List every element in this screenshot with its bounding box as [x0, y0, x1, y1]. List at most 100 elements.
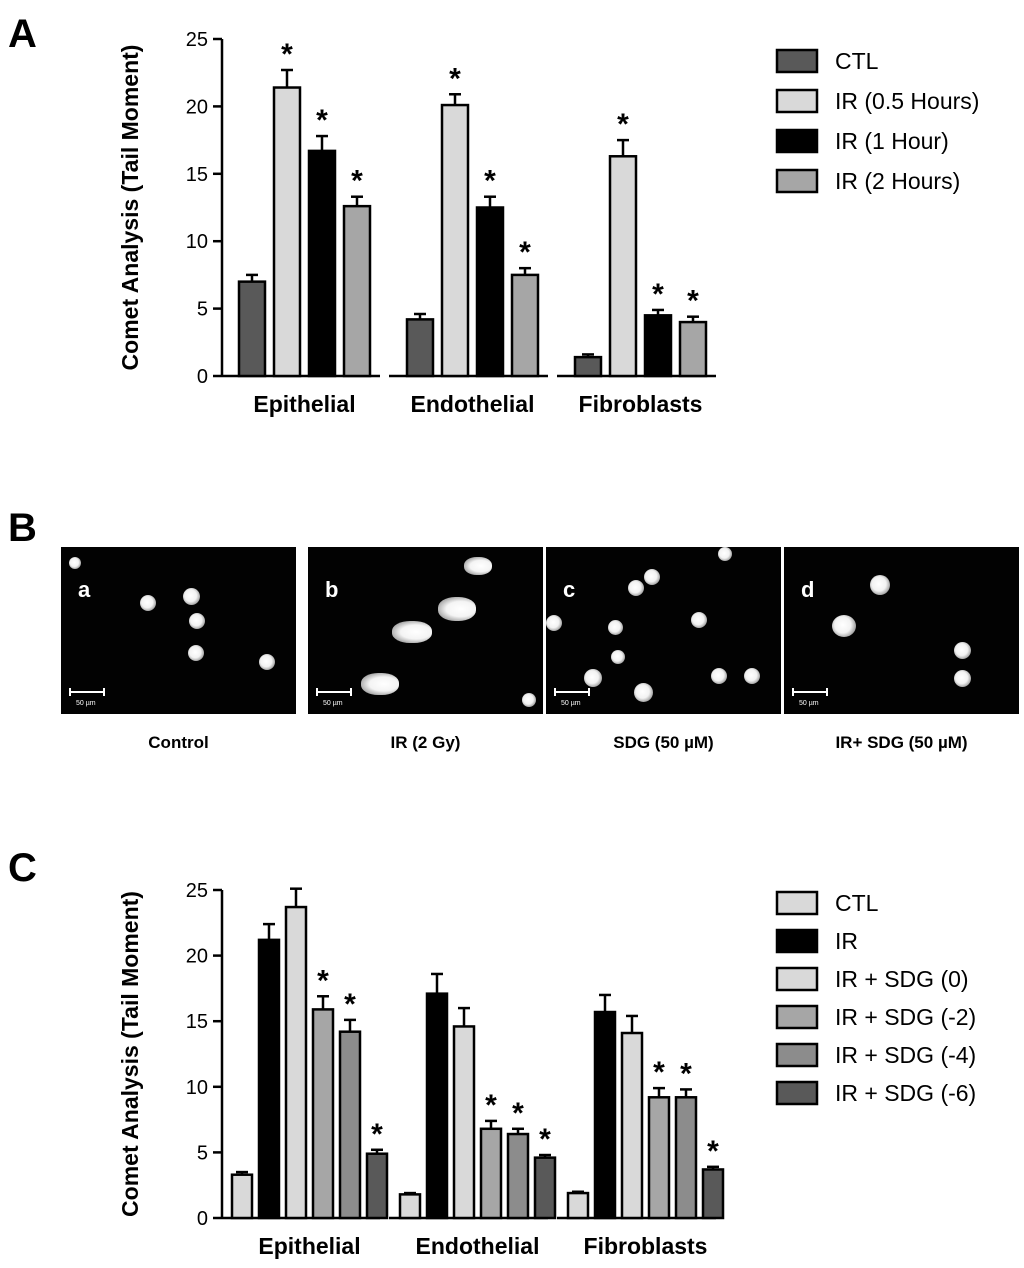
bar — [230, 1173, 254, 1220]
significance-marker: * — [680, 1057, 692, 1090]
nucleus — [634, 683, 653, 702]
legend-swatch — [775, 168, 819, 194]
significance-marker: * — [281, 38, 293, 71]
bar — [342, 204, 372, 378]
nucleus — [611, 650, 625, 664]
bar — [674, 1096, 698, 1220]
x-tick-label: Fibroblasts — [584, 1233, 708, 1259]
bar — [307, 149, 337, 378]
micrograph-label-control: Control — [148, 733, 209, 752]
bar — [593, 1010, 617, 1220]
panel-letter-a: A — [8, 12, 37, 56]
micrograph-d: d 50 µm — [784, 547, 1019, 714]
nucleus — [711, 668, 727, 684]
comet-cell — [438, 597, 476, 621]
legend-swatch — [775, 48, 819, 74]
nucleus — [522, 693, 536, 707]
legend-label: IR + SDG (-2) — [835, 1004, 976, 1030]
y-tick-label: 10 — [186, 1077, 208, 1099]
nucleus — [870, 575, 890, 595]
bar — [573, 355, 603, 378]
legend-swatch — [775, 966, 819, 992]
y-axis-label: Comet Analysis (Tail Moment) — [117, 45, 143, 371]
comet-cell — [464, 557, 492, 575]
bar — [398, 1193, 422, 1220]
bar — [479, 1127, 503, 1220]
significance-marker: * — [652, 278, 664, 311]
y-tick-label: 20 — [186, 946, 208, 968]
bar — [510, 273, 540, 378]
chart-a: 0 5 10 15 20 25 Comet Analysis (Tail Moment) * *… — [117, 29, 979, 417]
nucleus — [188, 645, 204, 661]
scale-bar — [554, 688, 590, 696]
bar — [338, 1030, 362, 1220]
bar — [237, 280, 267, 378]
legend-label: IR (0.5 Hours) — [835, 88, 979, 114]
nucleus — [546, 615, 562, 631]
micrograph-sublabel: b — [325, 577, 339, 602]
comet-cell — [392, 621, 432, 643]
bar — [452, 1025, 476, 1220]
scale-bar — [792, 688, 828, 696]
significance-marker: * — [653, 1056, 665, 1089]
significance-marker: * — [449, 62, 461, 95]
bar — [475, 206, 505, 378]
bar — [257, 938, 281, 1220]
micrograph-sublabel: d — [801, 577, 815, 602]
significance-marker: * — [317, 964, 329, 997]
legend-label: CTL — [835, 48, 879, 74]
legend-label: CTL — [835, 890, 879, 916]
x-tick-label: Epithelial — [258, 1233, 360, 1259]
significance-marker: * — [707, 1135, 719, 1168]
bar — [647, 1096, 671, 1220]
legend-label: IR + SDG (0) — [835, 966, 969, 992]
nucleus — [954, 642, 971, 659]
micrograph-label-sdg: SDG (50 µM) — [613, 733, 714, 752]
significance-marker: * — [351, 165, 363, 198]
x-tick-label: Endothelial — [411, 391, 535, 417]
significance-marker: * — [344, 988, 356, 1021]
bar — [405, 318, 435, 378]
nucleus — [628, 580, 644, 596]
significance-marker: * — [512, 1097, 524, 1130]
nucleus — [644, 569, 660, 585]
nucleus — [69, 557, 81, 569]
x-tick-label: Fibroblasts — [579, 391, 703, 417]
scale-bar — [69, 688, 105, 696]
bar — [608, 155, 638, 378]
micrograph-b: b 50 µm — [308, 547, 543, 714]
y-tick-label: 25 — [186, 29, 208, 51]
significance-marker: * — [539, 1123, 551, 1156]
legend-label: IR (2 Hours) — [835, 168, 960, 194]
y-tick-label: 5 — [197, 299, 208, 321]
comet-cell — [361, 673, 399, 695]
y-tick-label: 0 — [197, 1208, 208, 1230]
legend-swatch — [775, 1004, 819, 1030]
legend-swatch — [775, 928, 819, 954]
scale-bar — [316, 688, 352, 696]
y-tick-label: 15 — [186, 1011, 208, 1033]
nucleus — [584, 669, 602, 687]
nucleus — [691, 612, 707, 628]
bar — [566, 1191, 590, 1220]
bar — [284, 905, 308, 1220]
bar — [311, 1008, 335, 1220]
nucleus — [608, 620, 623, 635]
y-tick-label: 15 — [186, 164, 208, 186]
nucleus — [183, 588, 200, 605]
bar — [272, 86, 302, 378]
nucleus — [189, 613, 205, 629]
nucleus — [954, 670, 971, 687]
significance-marker: * — [484, 165, 496, 198]
legend-swatch — [775, 890, 819, 916]
nucleus — [140, 595, 156, 611]
nucleus — [259, 654, 275, 670]
bar — [533, 1156, 557, 1220]
micrograph-label-ir: IR (2 Gy) — [390, 733, 461, 752]
significance-marker: * — [617, 108, 629, 141]
y-tick-label: 10 — [186, 231, 208, 253]
scale-bar-label: 50 µm — [799, 700, 819, 707]
legend-label: IR (1 Hour) — [835, 128, 949, 154]
legend-label: IR + SDG (-6) — [835, 1080, 976, 1106]
